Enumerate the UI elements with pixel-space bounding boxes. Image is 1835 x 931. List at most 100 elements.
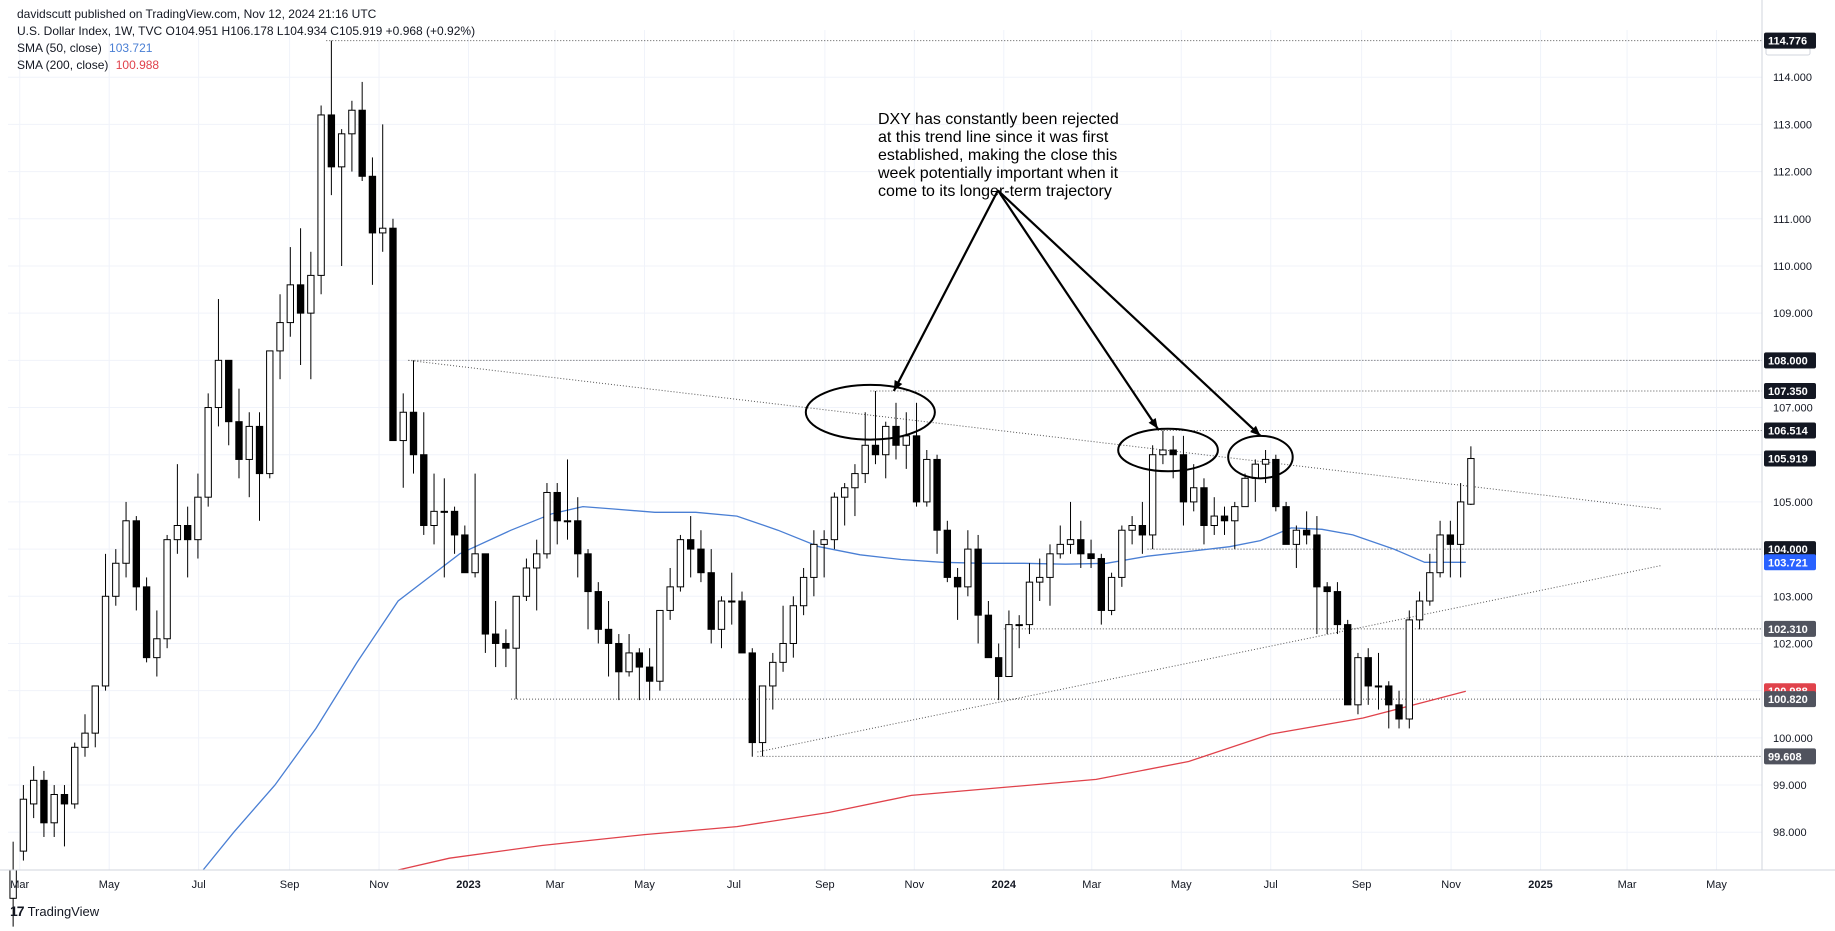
candle-body [769,661,777,687]
candle-body [1426,572,1434,602]
candle [1138,501,1147,554]
candle [255,412,264,521]
candle-body [974,548,982,616]
candle [953,567,962,620]
candle-body [851,473,859,489]
candle [1159,430,1167,465]
candle [358,81,366,182]
price-label-bg [1764,748,1816,765]
highlight-ellipse [1227,434,1294,480]
candle [60,785,69,847]
candle [420,412,428,535]
candle [522,558,531,602]
candle [1302,511,1311,545]
candle [337,129,346,266]
candle [1025,563,1034,635]
candle-body [830,496,839,541]
candle [1333,582,1342,635]
candle-body [574,520,582,555]
candle-body [307,274,315,314]
candle [40,770,48,837]
candle-body [1467,458,1475,505]
candle [1456,483,1465,578]
price-label-text: 104.000 [1768,544,1808,556]
candle [840,483,849,526]
candle-body [522,567,531,597]
candle [368,157,377,285]
price-label-bg [1764,450,1816,467]
price-label-text: 105.919 [1768,454,1808,466]
price-label-bg [1764,383,1816,400]
time-axis[interactable]: Mar May Jul Sep Nov 2023 Mar May Jul Sep Nov 2024 Ma… [10,879,1727,891]
candle [851,464,859,517]
candle [122,501,130,578]
price-label-text: 106.514 [1768,425,1809,437]
candle-body [214,359,223,409]
candle-body [1344,624,1352,706]
candle-body [717,600,726,630]
price-label-text: 107.350 [1768,386,1808,398]
candle-body [266,350,274,475]
candle-body [420,454,428,527]
candle [717,596,726,649]
candle [912,402,921,507]
annotation-line: at this trend line since it was first [878,129,1109,146]
time-tick-label: Mar [1082,879,1101,891]
candle [656,609,664,691]
time-tick-label: Jul [192,879,206,891]
candle [604,601,613,677]
sma50-legend[interactable]: SMA (50, close) 103.721 [17,40,475,57]
candle [1118,525,1126,587]
time-tick-label: Sep [815,879,835,891]
candle [245,412,253,498]
candle [810,530,818,597]
candle [183,506,192,578]
candle [379,124,387,252]
candle-body [799,576,808,607]
candle [502,629,510,668]
candle [748,648,756,757]
price-tick-label: 107.000 [1773,403,1813,415]
candle [235,388,243,479]
candle-body [1385,685,1393,706]
tradingview-brand[interactable]: 17 TradingView [10,903,99,919]
candle-body [153,638,161,659]
candle [1241,473,1249,508]
candle [286,247,294,337]
candle [204,393,212,507]
candle [142,577,151,663]
candle [1087,539,1095,568]
annotation-text: DXY has constantly been rejected at this… [877,111,1123,200]
candle-body [1128,525,1136,531]
candle-body [1364,657,1372,687]
candle-body [450,510,459,536]
candle-body [1415,600,1424,621]
annotation-line: week potentially important when it [877,165,1119,182]
candle-body [1169,449,1177,456]
price-axis[interactable]: USD98.00099.000100.000101.000102.000103.… [0,0,1835,871]
candle-body [1097,558,1105,611]
price-label: 100.820 [1764,691,1816,708]
candle-body [40,779,48,824]
candle [481,553,490,653]
candle [758,685,767,757]
candle [173,464,182,554]
candle-body [1446,534,1455,545]
candle-body [132,520,141,588]
candle [1036,558,1044,602]
price-label: 105.919 [1764,450,1816,467]
candle [112,549,120,606]
candle-body [584,553,592,593]
candle [1077,520,1085,568]
candle-body [317,114,325,276]
annotation-line: established, making the close this [878,147,1117,164]
candle [1415,591,1424,630]
candle-body [923,458,931,503]
sma200-legend[interactable]: SMA (200, close) 100.988 [17,57,475,74]
time-tick-label: May [1171,879,1192,891]
candle [779,605,787,672]
candle-body [933,458,941,531]
price-tick-label: 98.000 [1773,827,1807,839]
annotation-line: come to its longer-term trajectory [878,183,1112,200]
